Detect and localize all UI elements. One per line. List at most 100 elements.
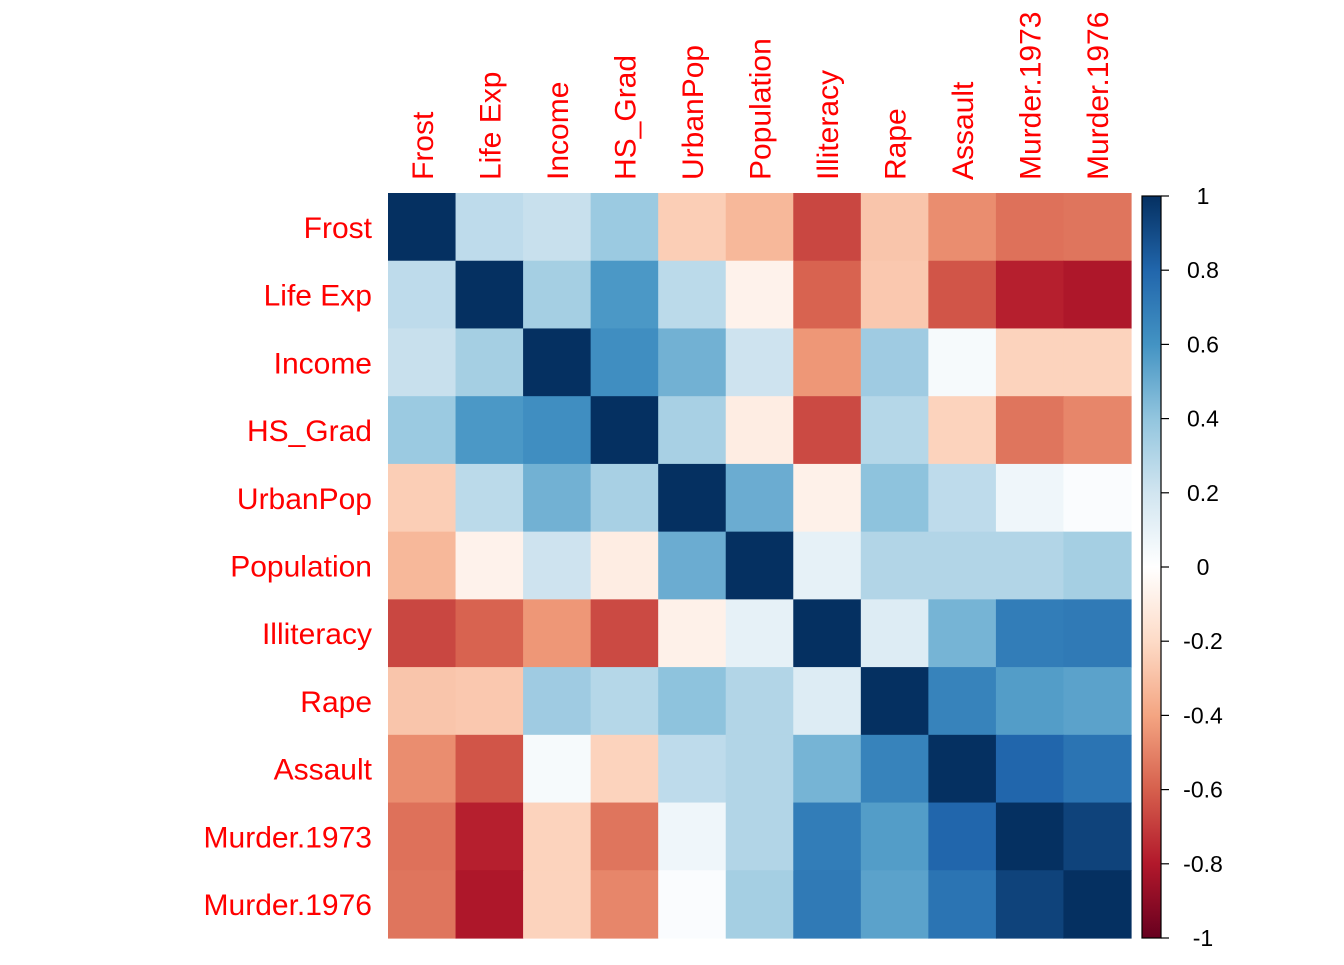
heatmap-cell-murder-1973-rape	[860, 802, 929, 871]
colorbar-tick-label: 0.6	[1187, 331, 1219, 357]
heatmap-cell-urbanpop-population	[725, 463, 794, 533]
heatmap-cell-murder-1976-income	[523, 870, 592, 939]
column-label-hs-grad: HS_Grad	[609, 55, 642, 180]
heatmap-cell-frost-frost	[388, 193, 457, 262]
heatmap-cell-population-murder-1973	[995, 531, 1065, 600]
column-label-income: Income	[542, 82, 575, 180]
row-label-rape: Rape	[300, 686, 372, 719]
heatmap-cell-life-exp-population	[725, 260, 794, 330]
column-label-urbanpop: UrbanPop	[677, 45, 710, 180]
colorbar-tick-label: -0.8	[1183, 851, 1223, 877]
heatmap-cell-frost-hs-grad	[590, 193, 659, 262]
heatmap-cell-murder-1976-population	[725, 870, 794, 939]
heatmap-cell-hs-grad-hs-grad	[590, 396, 659, 465]
column-labels: Frost Life Exp Income HS_Grad UrbanPop Popula…	[407, 12, 1115, 180]
colorbar-tick-label: -1	[1193, 925, 1213, 951]
heatmap-cell-illiteracy-hs-grad	[590, 599, 659, 668]
heatmap-cell-urbanpop-illiteracy	[793, 463, 862, 533]
heatmap-cell-illiteracy-illiteracy	[793, 599, 862, 668]
heatmap-cell-hs-grad-income	[523, 396, 592, 465]
heatmap-cell-assault-illiteracy	[793, 734, 862, 804]
heatmap-cell-murder-1973-income	[523, 802, 592, 871]
row-label-urbanpop: UrbanPop	[237, 483, 372, 516]
heatmap-cell-assault-murder-1976	[1063, 734, 1132, 804]
heatmap-cell-rape-murder-1973	[995, 667, 1065, 736]
colorbar-tick-label: 0.4	[1187, 406, 1219, 432]
column-label-population: Population	[745, 38, 778, 180]
heatmap-cell-urbanpop-murder-1976	[1063, 463, 1132, 533]
heatmap-cell-frost-rape	[860, 193, 929, 262]
heatmap-cell-murder-1973-murder-1976	[1063, 802, 1132, 871]
heatmap-cell-murder-1973-frost	[388, 802, 457, 871]
heatmap-cell-murder-1976-rape	[860, 870, 929, 939]
heatmap-cell-murder-1976-illiteracy	[793, 870, 862, 939]
heatmap-cell-rape-life-exp	[455, 667, 524, 736]
row-label-illiteracy: Illiteracy	[262, 618, 372, 651]
heatmap-cell-urbanpop-assault	[928, 463, 997, 533]
row-labels: Frost Life Exp Income HS_Grad UrbanPop Popula…	[204, 212, 373, 922]
heatmap-cell-illiteracy-income	[523, 599, 592, 668]
heatmap-cell-population-rape	[860, 531, 929, 600]
column-label-assault: Assault	[947, 81, 980, 180]
heatmap-cell-urbanpop-rape	[860, 463, 929, 533]
heatmap-cell-income-life-exp	[455, 328, 524, 397]
heatmap-cell-life-exp-life-exp	[455, 260, 524, 330]
heatmap-cell-illiteracy-life-exp	[455, 599, 524, 668]
heatmap-cell-urbanpop-income	[523, 463, 592, 533]
heatmap-cell-rape-murder-1976	[1063, 667, 1132, 736]
heatmap-cell-frost-population	[725, 193, 794, 262]
colorbar-tick-label: -0.4	[1183, 702, 1223, 728]
heatmap-cell-life-exp-hs-grad	[590, 260, 659, 330]
colorbar-tick-label: -0.6	[1183, 777, 1223, 803]
heatmap-cell-life-exp-illiteracy	[793, 260, 862, 330]
heatmap-cell-illiteracy-urbanpop	[658, 599, 727, 668]
heatmap-cell-frost-murder-1973	[995, 193, 1065, 262]
heatmap-cell-assault-frost	[388, 734, 457, 804]
heatmap-cell-urbanpop-urbanpop	[658, 463, 727, 533]
heatmap-cell-urbanpop-murder-1973	[995, 463, 1065, 533]
heatmap-cell-rape-assault	[928, 667, 997, 736]
heatmap-cell-murder-1976-assault	[928, 870, 997, 939]
heatmap-cell-murder-1973-life-exp	[455, 802, 524, 871]
colorbar-tick-label: 0	[1197, 554, 1210, 580]
heatmap-cell-income-frost	[388, 328, 457, 397]
heatmap-cell-frost-assault	[928, 193, 997, 262]
heatmap-cell-murder-1976-frost	[388, 870, 457, 939]
colorbar-tick-label: 0.2	[1187, 480, 1219, 506]
heatmap-cell-frost-urbanpop	[658, 193, 727, 262]
heatmap-cell-assault-population	[725, 734, 794, 804]
heatmap-cell-population-income	[523, 531, 592, 600]
heatmap-cell-assault-hs-grad	[590, 734, 659, 804]
heatmap-cell-rape-hs-grad	[590, 667, 659, 736]
heatmap-cell-assault-urbanpop	[658, 734, 727, 804]
heatmap-cell-murder-1973-urbanpop	[658, 802, 727, 871]
heatmap-cell-hs-grad-illiteracy	[793, 396, 862, 465]
heatmap-cell-life-exp-rape	[860, 260, 929, 330]
heatmap-cell-murder-1973-hs-grad	[590, 802, 659, 871]
heatmap-cell-population-frost	[388, 531, 457, 600]
heatmap-cell-income-rape	[860, 328, 929, 397]
column-label-life-exp: Life Exp	[474, 72, 507, 180]
heatmap-cell-illiteracy-rape	[860, 599, 929, 668]
heatmap-cell-illiteracy-frost	[388, 599, 457, 668]
colorbar-gradient	[1142, 196, 1161, 938]
heatmap-cell-frost-murder-1976	[1063, 193, 1132, 262]
heatmap-cell-assault-life-exp	[455, 734, 524, 804]
column-label-frost: Frost	[407, 111, 440, 180]
heatmap-cell-murder-1976-murder-1976	[1063, 870, 1132, 939]
colorbar-tick-label: -0.2	[1183, 628, 1223, 654]
heatmap-cell-urbanpop-life-exp	[455, 463, 524, 533]
heatmap-cell-murder-1973-murder-1973	[995, 802, 1065, 871]
heatmap-cell-population-urbanpop	[658, 531, 727, 600]
heatmap-cell-assault-rape	[860, 734, 929, 804]
heatmap-cell-urbanpop-hs-grad	[590, 463, 659, 533]
heatmap-cell-murder-1973-assault	[928, 802, 997, 871]
heatmap-cell-frost-life-exp	[455, 193, 524, 262]
heatmap-cell-murder-1976-life-exp	[455, 870, 524, 939]
heatmap-cell-murder-1973-illiteracy	[793, 802, 862, 871]
heatmap-cell-population-hs-grad	[590, 531, 659, 600]
heatmap-cell-life-exp-murder-1976	[1063, 260, 1132, 330]
column-label-rape: Rape	[880, 108, 913, 180]
heatmap-cell-life-exp-urbanpop	[658, 260, 727, 330]
heatmap-cell-hs-grad-murder-1976	[1063, 396, 1132, 465]
